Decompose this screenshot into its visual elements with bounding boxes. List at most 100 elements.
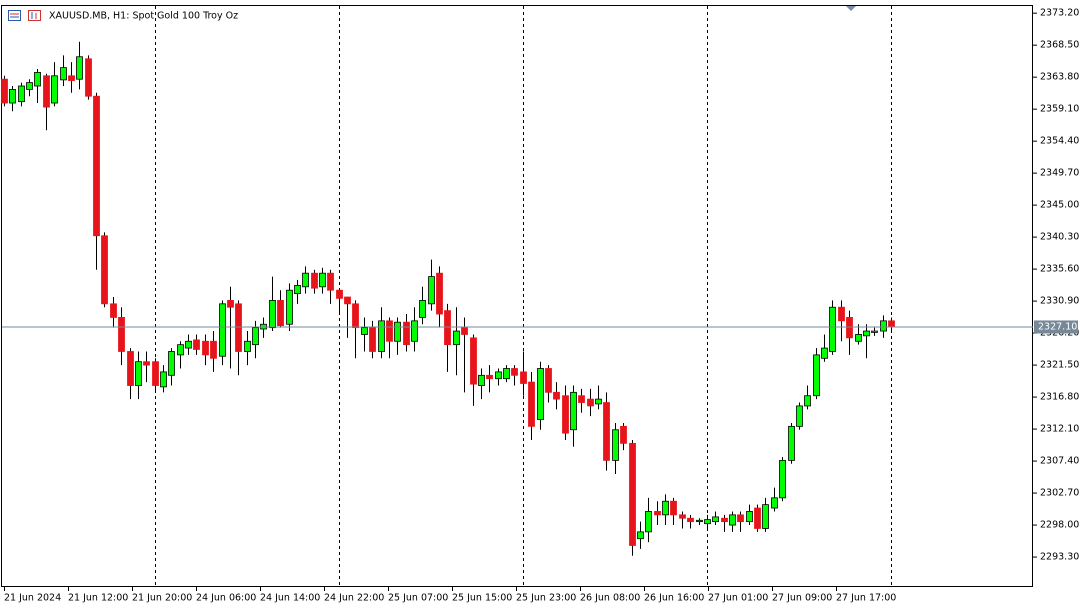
shift-marker [846, 6, 856, 11]
x-tick-label: 21 Jun 12:00 [68, 593, 128, 604]
y-tick-label: 2298.00 [1040, 520, 1079, 531]
y-tick-label: 2363.80 [1040, 72, 1079, 83]
y-tick-label: 2354.40 [1040, 136, 1079, 147]
candle-body [244, 340, 251, 352]
candle-body [344, 296, 351, 305]
candle-body [486, 374, 493, 380]
x-tick-label: 27 Jun 09:00 [772, 593, 832, 604]
candle-body [687, 517, 694, 523]
y-tick-label: 2340.30 [1040, 232, 1079, 243]
x-tick-label: 21 Jun 20:00 [132, 593, 192, 604]
icon [28, 10, 41, 21]
candle-body [202, 340, 209, 356]
candle-body [587, 398, 594, 407]
candle-body [369, 327, 376, 352]
candle-body [352, 303, 359, 329]
x-tick-label: 24 Jun 06:00 [196, 593, 256, 604]
candle-body [419, 300, 426, 318]
candle-body [143, 361, 150, 366]
x-tick-label: 26 Jun 16:00 [644, 593, 704, 604]
candle-body [85, 58, 92, 97]
candle-body [570, 391, 577, 431]
candle-body [60, 67, 67, 81]
candle-body [888, 320, 895, 328]
candle-body [746, 511, 753, 523]
candle-body [428, 276, 435, 305]
candle-body [863, 330, 870, 337]
y-tick-label: 2307.40 [1040, 456, 1079, 467]
candle-body [101, 235, 108, 305]
x-tick-label: 27 Jun 17:00 [836, 593, 896, 604]
candle-body [779, 459, 786, 499]
candle-body [294, 285, 301, 295]
candle-body [503, 368, 510, 380]
candle-body [235, 303, 242, 352]
y-tick-label: 2312.10 [1040, 424, 1079, 435]
candle-body [829, 306, 836, 352]
candle-body [110, 303, 117, 318]
candle-body [754, 507, 761, 529]
candle-body [319, 272, 326, 288]
candle-body [18, 85, 25, 103]
x-tick-label: 21 Jun 2024 [4, 593, 61, 604]
candle-body [662, 500, 669, 516]
candle-body [712, 516, 719, 523]
candle-body [43, 75, 50, 108]
candle-body [361, 327, 368, 335]
candle-body [252, 327, 259, 346]
candle-body [721, 517, 728, 523]
candle-body [704, 519, 711, 525]
candle-body [637, 531, 644, 540]
candle-body [553, 391, 560, 400]
last-price-label: 2327.10 [1038, 321, 1077, 332]
candle-body [210, 340, 217, 359]
x-tick-label: 24 Jun 14:00 [260, 593, 320, 604]
x-tick-label: 26 Jun 08:00 [580, 593, 640, 604]
candle-body [562, 395, 569, 434]
candle-body [277, 300, 284, 327]
y-tick-label: 2316.80 [1040, 392, 1079, 403]
candle-body [185, 340, 192, 349]
candle-body [612, 429, 619, 461]
candle-body [378, 320, 385, 352]
candle-body [9, 89, 16, 104]
y-tick-label: 2302.70 [1040, 488, 1079, 499]
candle-body [821, 347, 828, 359]
candle-body [813, 354, 820, 397]
candle-body [193, 339, 200, 350]
plot-frame [1, 5, 1033, 587]
candle-body [411, 320, 418, 342]
candle-body [804, 395, 811, 407]
y-tick-label: 2293.30 [1040, 552, 1079, 563]
candle-body [679, 514, 686, 519]
candle-body [34, 71, 41, 87]
y-tick-label: 2335.60 [1040, 264, 1079, 275]
candle-body [135, 361, 142, 386]
candle-body [737, 514, 744, 523]
icon [8, 10, 21, 21]
candle-body [578, 395, 585, 403]
y-tick-label: 2349.70 [1040, 168, 1079, 179]
y-tick-label: 2330.90 [1040, 296, 1079, 307]
candle-body [762, 504, 769, 529]
y-tick-label: 2321.50 [1040, 360, 1079, 371]
candle-body [528, 381, 535, 427]
candle-body [160, 371, 167, 388]
last-price-box [1034, 320, 1078, 334]
candle-body [327, 272, 334, 291]
chart-title: XAUUSD.MB, H1: Spot Gold 100 Troy Oz [49, 11, 238, 22]
candle-body [871, 330, 878, 333]
y-tick-label: 2345.00 [1040, 200, 1079, 211]
candle-body [76, 56, 83, 80]
candle-body [645, 511, 652, 533]
candle-body [670, 500, 677, 516]
candle-body [1, 78, 8, 104]
x-tick-label: 25 Jun 15:00 [452, 593, 512, 604]
candle-body [654, 511, 661, 516]
x-tick-label: 25 Jun 23:00 [516, 593, 576, 604]
candle-body [461, 327, 468, 335]
x-tick-label: 25 Jun 07:00 [388, 593, 448, 604]
